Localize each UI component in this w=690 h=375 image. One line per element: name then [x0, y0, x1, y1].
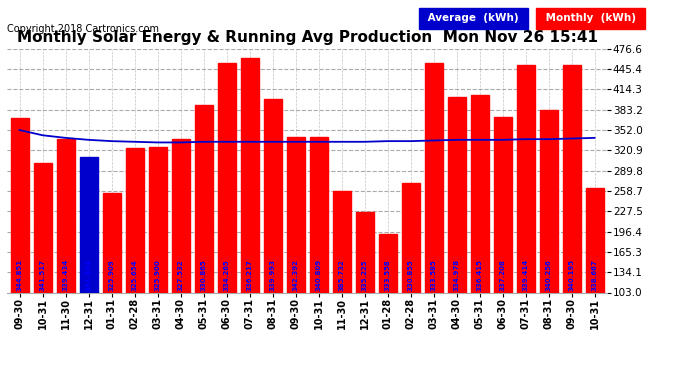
Text: 325.900: 325.900 — [155, 259, 161, 291]
Text: 334.265: 334.265 — [224, 259, 230, 291]
Text: 325.909: 325.909 — [108, 259, 115, 291]
Text: 327.532: 327.532 — [177, 259, 184, 291]
Bar — [517, 65, 535, 360]
Bar — [241, 58, 259, 360]
Text: 331.534: 331.534 — [86, 258, 92, 291]
Bar — [424, 63, 442, 360]
Text: Monthly  (kWh): Monthly (kWh) — [542, 13, 639, 23]
Text: 333.558: 333.558 — [384, 259, 391, 291]
Text: 325.654: 325.654 — [132, 259, 137, 291]
Bar — [493, 117, 511, 360]
Text: 342.392: 342.392 — [293, 259, 299, 291]
Bar — [586, 188, 604, 360]
Text: 336.217: 336.217 — [246, 259, 253, 291]
Text: 335.225: 335.225 — [362, 259, 368, 291]
Text: 337.208: 337.208 — [500, 259, 506, 291]
Bar — [103, 193, 121, 360]
Text: 339.414: 339.414 — [522, 258, 529, 291]
Bar — [540, 110, 558, 360]
Bar — [333, 191, 351, 360]
Text: 341.517: 341.517 — [39, 258, 46, 291]
Bar — [562, 65, 580, 360]
Bar — [195, 105, 213, 360]
Bar — [126, 148, 144, 360]
Bar — [355, 211, 373, 360]
Bar — [34, 163, 52, 360]
Text: Average  (kWh): Average (kWh) — [424, 13, 522, 23]
Bar — [57, 138, 75, 360]
Text: Copyright 2018 Cartronics.com: Copyright 2018 Cartronics.com — [7, 24, 159, 34]
Bar — [148, 147, 166, 360]
Bar — [172, 139, 190, 360]
Bar — [286, 136, 304, 360]
Text: 340.809: 340.809 — [315, 258, 322, 291]
Text: 338.667: 338.667 — [591, 259, 598, 291]
Bar — [402, 183, 420, 360]
Bar — [264, 99, 282, 360]
Text: 330.855: 330.855 — [408, 259, 413, 291]
Text: 336.415: 336.415 — [477, 259, 482, 291]
Text: 385.732: 385.732 — [339, 259, 344, 291]
Bar — [217, 63, 235, 360]
Text: 339.434: 339.434 — [63, 258, 68, 291]
Bar — [310, 137, 328, 360]
Title: Monthly Solar Energy & Running Avg Production  Mon Nov 26 15:41: Monthly Solar Energy & Running Avg Produ… — [17, 30, 598, 45]
Text: 340.195: 340.195 — [569, 258, 575, 291]
Text: 333.585: 333.585 — [431, 259, 437, 291]
Bar — [79, 157, 97, 360]
Text: 334.978: 334.978 — [453, 258, 460, 291]
Text: 344.851: 344.851 — [17, 258, 23, 291]
Text: 339.993: 339.993 — [270, 258, 275, 291]
Bar — [448, 97, 466, 360]
Text: 330.865: 330.865 — [201, 259, 206, 291]
Bar — [379, 234, 397, 360]
Text: 340.256: 340.256 — [546, 259, 551, 291]
Bar — [471, 96, 489, 360]
Bar — [10, 118, 28, 360]
